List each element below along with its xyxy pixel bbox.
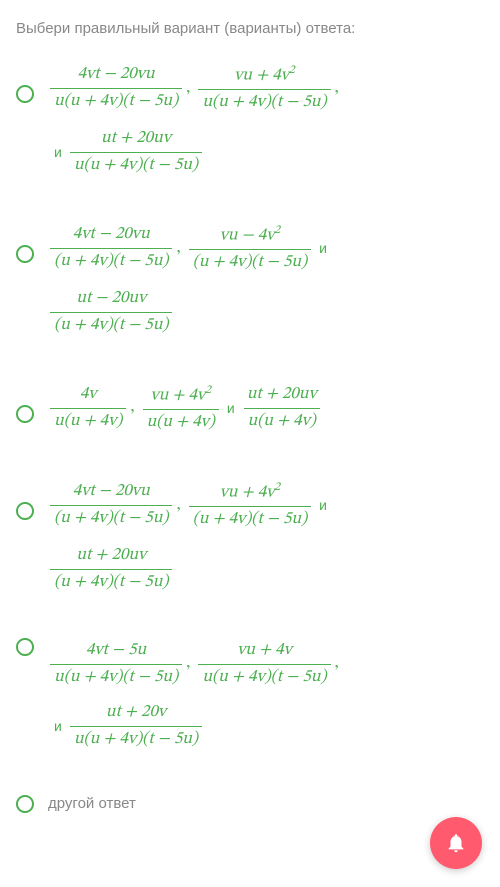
fraction: vu + 4v2u(u + 4v)(t − 5u) <box>198 61 330 116</box>
denominator: u(u + 4v) <box>50 408 126 435</box>
separator: , <box>335 77 339 101</box>
fraction: vu − 4v2(u + 4v)(t − 5u) <box>189 221 311 276</box>
conjunction: и <box>319 239 327 259</box>
fraction: ut + 20uv(u + 4v)(t − 5u) <box>50 543 172 596</box>
radio-icon[interactable] <box>16 405 34 423</box>
numerator: vu + 4v <box>233 638 296 664</box>
fraction: vu + 4v2(u + 4v)(t − 5u) <box>189 478 311 533</box>
other-answer-label: другой ответ <box>48 795 136 812</box>
numerator: 4vt − 20vu <box>69 479 154 505</box>
denominator: u(u + 4v)(t − 5u) <box>198 664 330 691</box>
math-expression: 4vu(u + 4v),vu + 4v2u(u + 4v)иut + 20uvu… <box>48 381 323 446</box>
math-expression: 4vt − 20vuu(u + 4v)(t − 5u),vu + 4v2u(u … <box>48 61 345 189</box>
conjunction: и <box>54 717 62 737</box>
radio-icon[interactable] <box>16 85 34 103</box>
separator: , <box>176 494 180 518</box>
denominator: (u + 4v)(t − 5u) <box>50 248 172 275</box>
fraction: 4vt − 20vu(u + 4v)(t − 5u) <box>50 222 172 275</box>
separator: , <box>335 652 339 676</box>
denominator: (u + 4v)(t − 5u) <box>189 506 311 533</box>
math-expression: 4vt − 20vu(u + 4v)(t − 5u),vu + 4v2(u + … <box>48 478 333 606</box>
numerator: vu + 4v2 <box>230 61 299 89</box>
denominator: u(u + 4v)(t − 5u) <box>70 726 202 753</box>
conjunction: и <box>319 496 327 516</box>
answer-option[interactable]: 4vt − 20vuu(u + 4v)(t − 5u),vu + 4v2u(u … <box>16 61 484 189</box>
separator: , <box>130 396 134 420</box>
denominator: u(u + 4v) <box>143 409 219 436</box>
fraction: vu + 4vu(u + 4v)(t − 5u) <box>198 638 330 691</box>
radio-icon[interactable] <box>16 795 34 813</box>
separator: , <box>186 77 190 101</box>
numerator: 4v <box>76 382 101 408</box>
separator: , <box>176 237 180 261</box>
denominator: (u + 4v)(t − 5u) <box>189 249 311 276</box>
numerator: ut + 20uv <box>72 543 150 569</box>
radio-icon[interactable] <box>16 638 34 656</box>
denominator: (u + 4v)(t − 5u) <box>50 505 172 532</box>
conjunction: и <box>227 399 235 419</box>
numerator: 4vt − 20vu <box>74 62 159 88</box>
options-list: 4vt − 20vuu(u + 4v)(t − 5u),vu + 4v2u(u … <box>16 61 484 763</box>
fraction: 4vt − 5uu(u + 4v)(t − 5u) <box>50 638 182 691</box>
denominator: u(u + 4v) <box>244 408 320 435</box>
numerator: vu + 4v2 <box>216 478 285 506</box>
option-other[interactable]: другой ответ <box>16 795 484 813</box>
numerator: ut + 20uv <box>97 126 175 152</box>
fraction: 4vu(u + 4v) <box>50 382 126 435</box>
bell-icon <box>445 832 467 854</box>
separator: , <box>186 652 190 676</box>
fraction: 4vt − 20vu(u + 4v)(t − 5u) <box>50 479 172 532</box>
math-expression: 4vt − 5uu(u + 4v)(t − 5u),vu + 4vu(u + 4… <box>48 638 345 763</box>
denominator: (u + 4v)(t − 5u) <box>50 312 172 339</box>
numerator: ut + 20v <box>102 700 170 726</box>
fraction: ut − 20uv(u + 4v)(t − 5u) <box>50 286 172 339</box>
answer-option[interactable]: 4vu(u + 4v),vu + 4v2u(u + 4v)иut + 20uvu… <box>16 381 484 446</box>
question-prompt: Выбери правильный вариант (варианты) отв… <box>16 20 484 37</box>
answer-option[interactable]: 4vt − 20vu(u + 4v)(t − 5u),vu − 4v2(u + … <box>16 221 484 349</box>
denominator: u(u + 4v)(t − 5u) <box>50 664 182 691</box>
answer-option[interactable]: 4vt − 20vu(u + 4v)(t − 5u),vu + 4v2(u + … <box>16 478 484 606</box>
math-expression: 4vt − 20vu(u + 4v)(t − 5u),vu − 4v2(u + … <box>48 221 333 349</box>
numerator: 4vt − 20vu <box>69 222 154 248</box>
fraction: vu + 4v2u(u + 4v) <box>143 381 219 436</box>
numerator: ut + 20uv <box>243 382 321 408</box>
fraction: ut + 20vu(u + 4v)(t − 5u) <box>70 700 202 753</box>
denominator: u(u + 4v)(t − 5u) <box>70 152 202 179</box>
fraction: ut + 20uvu(u + 4v) <box>243 382 321 435</box>
numerator: 4vt − 5u <box>82 638 150 664</box>
denominator: u(u + 4v)(t − 5u) <box>198 89 330 116</box>
radio-icon[interactable] <box>16 502 34 520</box>
fraction: ut + 20uvu(u + 4v)(t − 5u) <box>70 126 202 179</box>
radio-icon[interactable] <box>16 245 34 263</box>
numerator: ut − 20uv <box>72 286 150 312</box>
numerator: vu + 4v2 <box>146 381 215 409</box>
fraction: 4vt − 20vuu(u + 4v)(t − 5u) <box>50 62 182 115</box>
conjunction: и <box>54 143 62 163</box>
denominator: (u + 4v)(t − 5u) <box>50 569 172 596</box>
notification-button[interactable] <box>430 817 482 869</box>
answer-option[interactable]: 4vt − 5uu(u + 4v)(t − 5u),vu + 4vu(u + 4… <box>16 638 484 763</box>
denominator: u(u + 4v)(t − 5u) <box>50 88 182 115</box>
numerator: vu − 4v2 <box>216 221 285 249</box>
